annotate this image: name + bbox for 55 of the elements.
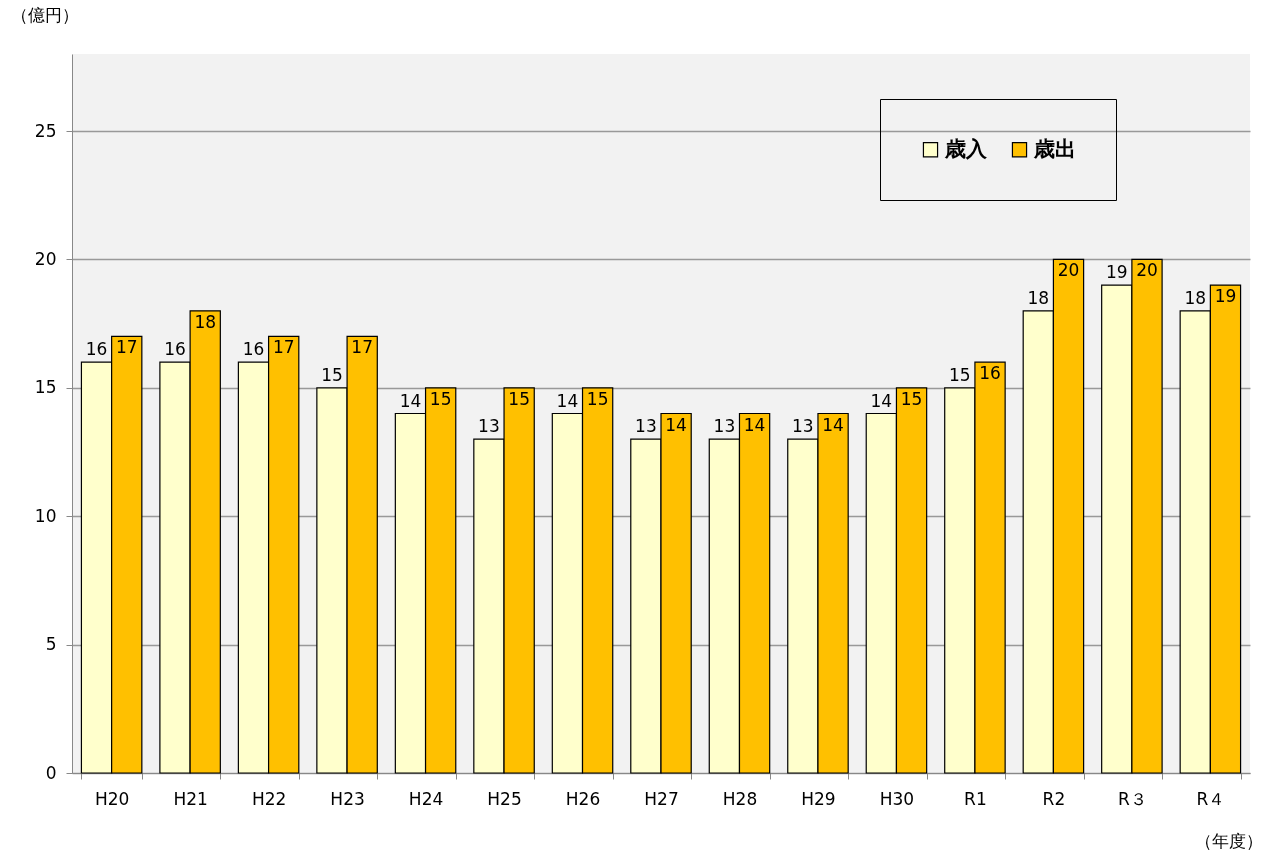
data-label: 20	[1136, 260, 1158, 281]
data-label: 17	[115, 337, 138, 358]
data-label: 20	[1057, 260, 1080, 281]
data-label: 16	[85, 339, 108, 360]
data-label: 16	[164, 339, 186, 360]
y-tick-label: 25	[34, 120, 57, 141]
data-label: 18	[194, 311, 217, 332]
data-label: 18	[1184, 287, 1207, 308]
data-label: 14	[399, 390, 422, 411]
data-label: 15	[586, 388, 609, 409]
y-axis-title: （億円）	[10, 4, 79, 25]
data-label: 19	[1214, 286, 1237, 307]
data-label: 19	[1105, 262, 1128, 283]
legend-label: 歳入	[944, 136, 988, 161]
x-tick-label: H29	[801, 788, 836, 809]
y-tick-label: 10	[34, 505, 57, 526]
data-label: 14	[556, 390, 579, 411]
y-tick-label: 20	[34, 248, 57, 269]
x-tick-label: H28	[722, 788, 758, 809]
x-tick-label: H27	[644, 788, 679, 809]
data-label: 15	[508, 388, 530, 409]
x-tick-label: R４	[1196, 788, 1226, 809]
x-tick-label: H20	[94, 788, 130, 809]
data-label: 17	[351, 337, 373, 358]
data-label: 14	[870, 390, 893, 411]
data-label: 13	[792, 416, 814, 437]
x-tick-label: H25	[487, 788, 522, 809]
data-label: 14	[665, 414, 687, 435]
y-tick-label: 0	[45, 762, 57, 783]
data-label: 16	[242, 339, 265, 360]
data-label: 15	[429, 388, 452, 409]
y-tick-label: 15	[34, 377, 57, 398]
data-label: 17	[272, 337, 295, 358]
x-tick-label: H21	[173, 788, 208, 809]
x-tick-label: R1	[964, 788, 987, 809]
x-axis-title: （年度）	[1194, 830, 1263, 851]
x-tick-label: R2	[1042, 788, 1066, 809]
x-tick-label: R３	[1117, 788, 1147, 809]
legend-label: 歳出	[1033, 136, 1076, 161]
data-label: 15	[321, 364, 343, 385]
data-label: 14	[743, 414, 766, 435]
x-tick-label: H30	[879, 788, 915, 809]
x-tick-label: H26	[565, 788, 601, 809]
data-label: 13	[713, 416, 736, 437]
data-label: 15	[900, 388, 923, 409]
data-label: 18	[1027, 287, 1050, 308]
data-label: 14	[822, 414, 844, 435]
data-label: 15	[949, 364, 971, 385]
data-label: 13	[635, 416, 657, 437]
y-tick-label: 5	[45, 634, 57, 655]
data-label: 13	[478, 416, 500, 437]
x-tick-label: H23	[330, 788, 365, 809]
x-tick-label: H22	[251, 788, 287, 809]
x-tick-label: H24	[408, 788, 444, 809]
data-label: 16	[979, 363, 1001, 384]
